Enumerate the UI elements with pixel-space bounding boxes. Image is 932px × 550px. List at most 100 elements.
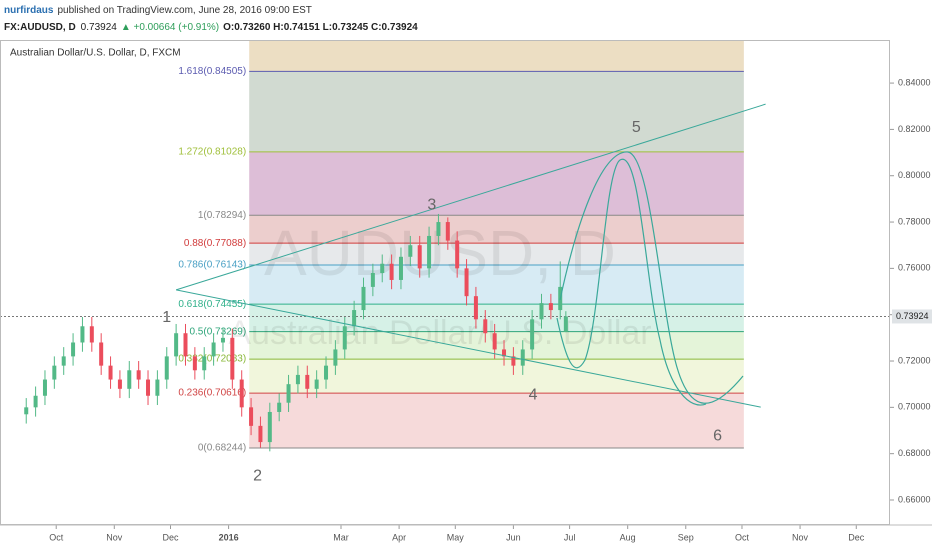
candle-body (305, 374, 310, 389)
x-tick-label: Nov (106, 532, 123, 542)
candle-body (136, 370, 141, 380)
fib-label: 1.618(0.84505) (178, 66, 246, 77)
candle-body (202, 356, 207, 371)
wave-label: 1 (162, 309, 171, 326)
wave-label: 6 (713, 427, 722, 444)
candle-body (61, 356, 66, 366)
fib-band (249, 359, 744, 394)
fib-label: 0.786(0.76143) (178, 260, 246, 271)
candle-body (483, 319, 488, 334)
symbol-line: FX:AUDUSD, D 0.73924 ▲ +0.00664 (+0.91%) O:… (4, 22, 418, 33)
fib-label: 0.382(0.72083) (178, 354, 246, 365)
y-tick-label: 0.76000 (898, 263, 931, 273)
symbol: FX:AUDUSD, D (4, 22, 76, 33)
candle-body (89, 326, 94, 343)
candle-body (548, 303, 553, 311)
candle-body (324, 365, 329, 380)
candle-body (258, 425, 263, 443)
x-tick-label: Mar (333, 532, 349, 542)
candle-body (192, 356, 197, 371)
last-price-box (892, 309, 932, 324)
x-tick-label: Jul (564, 532, 576, 542)
candle-body (408, 245, 413, 257)
watermark-sub: Australian Dollar/U.S. Dollar (228, 314, 651, 352)
change: ▲ +0.00664 (+0.91%) (121, 22, 219, 33)
candle-body (71, 342, 76, 357)
y-tick-label: 0.70000 (898, 402, 931, 412)
fib-label: 1(0.78294) (198, 210, 246, 221)
candle-body (220, 337, 225, 343)
fib-label: 0(0.68244) (198, 443, 246, 454)
candle-body (380, 263, 385, 274)
projection-curve (556, 158, 707, 406)
x-tick-label: Dec (848, 532, 865, 542)
candle-body (117, 379, 122, 389)
y-tick-label: 0.78000 (898, 216, 931, 226)
published: published on TradingView.com, June 28, 2… (57, 5, 311, 16)
x-tick-label: Dec (162, 532, 179, 542)
candle-body (42, 379, 47, 396)
x-tick-label: Nov (792, 532, 809, 542)
candle-body (417, 245, 422, 269)
trendline (175, 103, 766, 291)
candle-body (249, 407, 254, 426)
candle-body (389, 263, 394, 280)
candle-body (352, 310, 357, 327)
wave-label: 3 (427, 196, 436, 213)
header-bg (0, 0, 932, 40)
x-tick-label: Oct (735, 532, 750, 542)
candle-body (277, 402, 282, 412)
y-tick-label: 0.80000 (898, 170, 931, 180)
candle-body (267, 411, 272, 443)
fib-band (249, 304, 744, 332)
candle-body (539, 303, 544, 320)
fib-label: 0.618(0.74455) (178, 299, 246, 310)
y-tick-label: 0.66000 (898, 494, 931, 504)
candle-body (370, 273, 375, 287)
candle-body (333, 349, 338, 366)
candle-body (80, 326, 85, 343)
x-tick-label: May (447, 532, 465, 542)
candle-body (436, 222, 441, 236)
candle-body (398, 256, 403, 280)
candle-body (511, 356, 516, 366)
candle-body (108, 365, 113, 380)
candle-body (155, 379, 160, 396)
candle-body (455, 240, 460, 269)
projection-curve (559, 151, 744, 404)
candle-body (342, 326, 347, 350)
candle-body (99, 342, 104, 366)
candle-body (502, 349, 507, 357)
candle-body (174, 333, 179, 357)
candle-body (52, 365, 57, 380)
candle-body (230, 337, 235, 380)
candle-body (520, 349, 525, 366)
candle-body (24, 407, 29, 415)
ohlc: O:0.73260 H:0.74151 L:0.73245 C:0.73924 (223, 22, 418, 33)
fib-label: 0.5(0.73269) (189, 326, 246, 337)
fib-label: 1.272(0.81028) (178, 147, 246, 158)
x-tick-label: Aug (620, 532, 636, 542)
fib-label: 0.236(0.70616) (178, 388, 246, 399)
x-tick-label: Sep (678, 532, 694, 542)
fib-band (249, 71, 744, 152)
publish-line: nurfirdaus published on TradingView.com, … (4, 5, 312, 16)
candle-body (164, 356, 169, 380)
candle-body (314, 379, 319, 389)
candle-body (295, 374, 300, 385)
y-tick-label: 0.82000 (898, 124, 931, 134)
y-tick-label: 0.68000 (898, 448, 931, 458)
wave-label: 2 (253, 467, 262, 484)
candle-body (33, 395, 38, 408)
wave-label: 4 (529, 386, 538, 403)
candle-body (464, 268, 469, 297)
candle-body (239, 379, 244, 408)
price: 0.73924 (81, 22, 118, 33)
fib-band (249, 41, 744, 72)
candle-body (127, 370, 132, 389)
author[interactable]: nurfirdaus (4, 5, 54, 16)
candle-body (183, 333, 188, 357)
wave-label: 5 (632, 119, 641, 136)
fib-band (249, 243, 744, 266)
fib-label: 0.88(0.77088) (184, 238, 246, 249)
